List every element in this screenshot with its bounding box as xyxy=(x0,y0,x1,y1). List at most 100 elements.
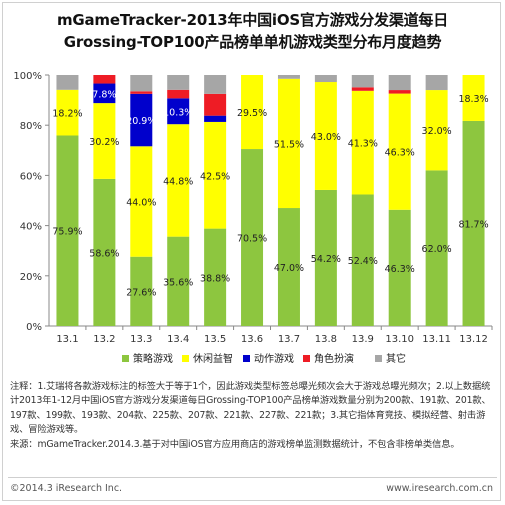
data-label: 27.6% xyxy=(126,287,156,298)
bar-segment xyxy=(167,89,190,99)
bar-segment xyxy=(351,194,374,326)
bar-segment xyxy=(204,75,227,94)
data-label: 43.0% xyxy=(311,132,341,143)
x-tick-label: 13.1 xyxy=(56,334,78,345)
x-tick-label: 13.9 xyxy=(352,334,374,345)
website-link[interactable]: www.iresearch.com.cn xyxy=(386,483,493,494)
data-label: 7.8% xyxy=(92,89,116,100)
x-tick-label: 13.5 xyxy=(204,334,226,345)
notes-source: 来源：mGameTracker.2014.3.基于对中国iOS官方应用商店的游戏… xyxy=(10,438,460,450)
x-tick-label: 13.3 xyxy=(130,334,152,345)
bar-segment xyxy=(425,90,448,171)
data-label: 54.2% xyxy=(311,254,341,265)
bar-segment xyxy=(314,189,337,326)
notes-annotation: 注释：1.艾瑞将各款游戏标注的标签大于等于1个，因此游戏类型标签总曝光频次会大于… xyxy=(10,381,491,436)
bar-segment xyxy=(130,256,153,326)
bar-segment xyxy=(167,75,190,90)
bar-segment xyxy=(130,93,153,147)
data-label: 52.4% xyxy=(348,256,378,267)
x-tick-label: 13.4 xyxy=(167,334,189,345)
y-tick-label: 20% xyxy=(20,272,42,283)
bar-segment xyxy=(167,124,190,237)
data-label: 81.7% xyxy=(458,219,488,230)
bar-segment xyxy=(130,146,153,257)
bar-segment xyxy=(388,90,411,94)
data-label: 46.3% xyxy=(385,148,415,159)
data-label: 38.8% xyxy=(200,273,230,284)
x-tick-label: 13.10 xyxy=(385,334,414,345)
bar-segment xyxy=(130,91,153,94)
data-label: 46.3% xyxy=(385,264,415,275)
y-tick-label: 60% xyxy=(20,171,42,182)
bar-segment xyxy=(425,170,448,326)
bar-segment xyxy=(462,120,485,326)
data-label: 51.5% xyxy=(274,139,304,150)
legend-label: 其它 xyxy=(386,352,406,365)
data-label: 10.3% xyxy=(163,107,193,118)
data-label: 30.2% xyxy=(89,137,119,148)
bar-segment xyxy=(93,75,116,84)
bar-segment xyxy=(56,135,79,326)
bar-segment xyxy=(241,75,264,150)
copyright-text: ©2014.3 iResearch Inc. xyxy=(10,483,123,494)
bar-segment xyxy=(93,83,116,104)
data-label: 35.6% xyxy=(163,277,193,288)
bar-segment xyxy=(388,209,411,326)
bar-segment xyxy=(351,87,374,91)
data-label: 32.0% xyxy=(422,126,452,137)
bar-segment xyxy=(351,90,374,195)
data-label: 42.5% xyxy=(200,171,230,182)
data-label: 44.0% xyxy=(126,198,156,209)
x-tick-label: 13.12 xyxy=(459,334,488,345)
bar-segment xyxy=(277,75,300,79)
bar-segment xyxy=(425,75,448,91)
data-label: 58.6% xyxy=(89,248,119,259)
data-label: 29.5% xyxy=(237,108,267,119)
bar-segment xyxy=(462,75,485,121)
legend-swatch xyxy=(122,355,129,362)
legend-swatch xyxy=(375,355,382,362)
bar-segment xyxy=(93,178,116,326)
x-tick-label: 13.2 xyxy=(93,334,115,345)
legend-swatch xyxy=(303,355,310,362)
data-label: 44.8% xyxy=(163,176,193,187)
bar-segment xyxy=(314,75,337,83)
bar-segment xyxy=(204,115,227,122)
x-tick-label: 13.6 xyxy=(241,334,263,345)
stacked-bar-chart: 0% 20% 40% 60% 80% 100% 75.9% 18.2% 13.1 58.6% 30.… xyxy=(13,71,493,365)
legend-label: 角色扮演 xyxy=(314,352,354,365)
legend-label: 策略游戏 xyxy=(133,352,173,365)
y-tick-label: 80% xyxy=(20,121,42,132)
bar-segment xyxy=(277,78,300,209)
data-label: 70.5% xyxy=(237,234,267,245)
bar-segment xyxy=(277,208,300,326)
x-tick-label: 13.11 xyxy=(422,334,451,345)
notes-block: 注释：1.艾瑞将各款游戏标注的标签大于等于1个，因此游戏类型标签总曝光频次会大于… xyxy=(10,380,496,452)
chart-title-line2: Grossing-TOP100产品榜单单机游戏类型分布月度趋势 xyxy=(63,33,442,51)
bar-segment xyxy=(56,75,79,90)
bar-segment xyxy=(204,228,227,326)
data-label: 75.9% xyxy=(52,227,82,238)
data-label: 20.9% xyxy=(126,116,156,127)
bar-segment xyxy=(93,103,116,179)
data-label: 41.3% xyxy=(348,139,378,150)
chart-title-line1: mGameTracker-2013年中国iOS官方游戏分发渠道每日 xyxy=(56,11,449,29)
bar-segment xyxy=(167,98,190,125)
x-tick-label: 13.7 xyxy=(278,334,300,345)
footer-divider xyxy=(8,477,497,478)
x-tick-label: 13.8 xyxy=(315,334,337,345)
legend-label: 休闲益智 xyxy=(193,352,233,365)
bar-segment xyxy=(167,236,190,326)
bar-segment xyxy=(204,121,227,229)
bar-segment xyxy=(130,75,153,92)
bar-segment xyxy=(56,89,79,136)
data-label: 47.0% xyxy=(274,263,304,274)
legend-swatch xyxy=(182,355,189,362)
bar-segment xyxy=(204,93,227,116)
data-label: 18.2% xyxy=(52,109,82,120)
bar-segment xyxy=(314,82,337,190)
bar-segment xyxy=(388,93,411,210)
y-tick-label: 40% xyxy=(20,222,42,233)
data-label: 62.0% xyxy=(422,244,452,255)
data-label: 18.3% xyxy=(458,94,488,105)
